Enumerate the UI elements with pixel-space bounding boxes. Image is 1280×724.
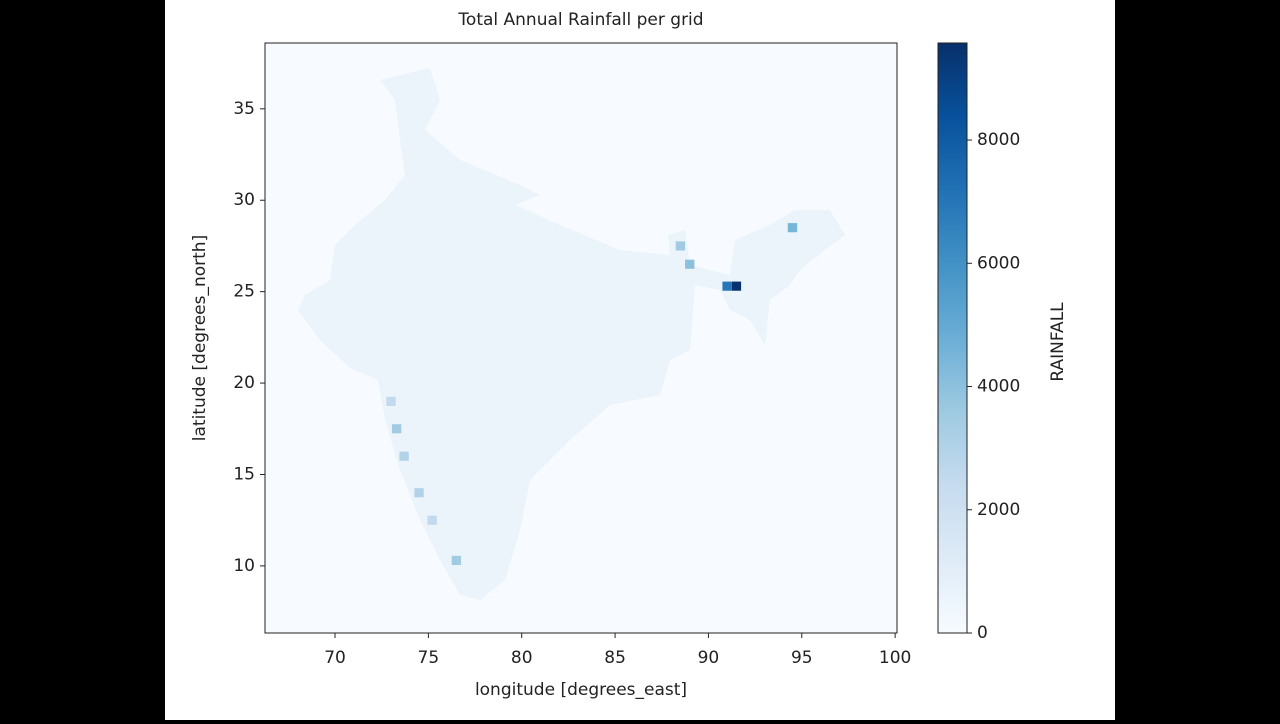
x-axis-label: longitude [degrees_east] xyxy=(475,680,687,700)
grid-cell xyxy=(386,396,396,406)
x-tick-label: 95 xyxy=(791,648,813,668)
y-tick-label: 35 xyxy=(233,99,255,119)
colorbar-tick-label: 0 xyxy=(977,623,988,643)
y-axis-label: latitude [degrees_north] xyxy=(190,235,210,441)
colorbar-tick-label: 2000 xyxy=(977,500,1020,520)
x-tick-label: 90 xyxy=(698,648,720,668)
colorbar-tick-label: 8000 xyxy=(977,130,1020,150)
y-tick-label: 10 xyxy=(233,556,255,576)
grid-cell xyxy=(731,281,742,291)
y-tick-label: 15 xyxy=(233,464,255,484)
grid-cell xyxy=(685,259,695,269)
x-tick-label: 85 xyxy=(604,648,626,668)
x-tick-label: 80 xyxy=(511,648,533,668)
chart-title: Total Annual Rainfall per grid xyxy=(457,10,703,30)
grid-cell xyxy=(427,515,437,525)
y-tick-label: 30 xyxy=(233,190,255,210)
grid-cell xyxy=(787,223,798,233)
grid-cell xyxy=(675,241,686,251)
y-tick-label: 20 xyxy=(233,373,255,393)
grid-cell xyxy=(722,281,732,291)
colorbar-tick-label: 6000 xyxy=(977,253,1020,273)
grid-cell xyxy=(414,488,424,498)
grid-cell xyxy=(391,424,402,434)
plot-frame xyxy=(264,42,898,634)
land-area xyxy=(298,68,845,600)
colorbar-tick-label: 4000 xyxy=(977,377,1020,397)
colorbar xyxy=(937,42,968,634)
colorbar-label: RAINFALL xyxy=(1048,302,1068,382)
grid-cell xyxy=(399,451,409,461)
y-tick-label: 25 xyxy=(233,282,255,302)
x-tick-label: 100 xyxy=(879,648,911,668)
x-tick-label: 70 xyxy=(324,648,346,668)
x-tick-label: 75 xyxy=(418,648,440,668)
grid-cell xyxy=(451,555,462,565)
